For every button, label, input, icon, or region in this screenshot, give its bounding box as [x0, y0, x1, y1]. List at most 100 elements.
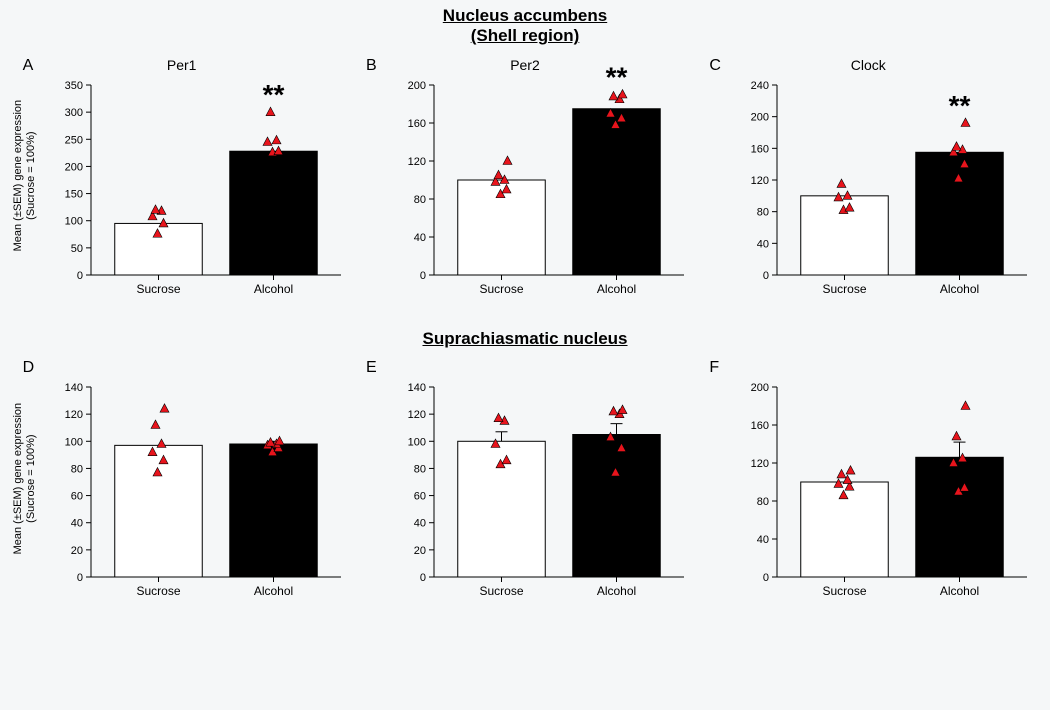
- panel-F: F 04080120160200SucroseAlcohol: [703, 353, 1033, 613]
- ytick-label: 0: [420, 572, 426, 584]
- plot-area: 04080120160200240Sucrose**Alcohol: [773, 81, 1023, 271]
- xtick-label: Sucrose: [479, 584, 523, 598]
- sig-marker: **: [949, 90, 971, 121]
- chart-svg: 050100150200250300350Sucrose**Alcohol: [87, 81, 345, 305]
- ytick-label: 40: [70, 518, 82, 530]
- ytick-label: 120: [64, 409, 82, 421]
- ytick-label: 80: [414, 194, 426, 206]
- chart-svg: 04080120160200240Sucrose**Alcohol: [773, 81, 1031, 305]
- xtick-label: Alcohol: [597, 282, 636, 296]
- data-point: [837, 470, 846, 479]
- data-point: [494, 413, 503, 422]
- plot-area: 04080120160200Sucrose**Alcohol: [430, 81, 680, 271]
- data-point: [846, 466, 855, 475]
- ytick-label: 60: [414, 491, 426, 503]
- ytick-label: 0: [77, 572, 83, 584]
- panel-row-1: A Per1 Mean (±SEM) gene expression(Sucro…: [0, 51, 1050, 311]
- ytick-label: 250: [64, 134, 82, 146]
- panel-letter: E: [366, 359, 377, 377]
- ytick-label: 20: [414, 545, 426, 557]
- bar-alcohol: [229, 444, 317, 577]
- data-point: [151, 205, 160, 214]
- panel-title: Per1: [17, 57, 347, 73]
- xtick-label: Sucrose: [136, 584, 180, 598]
- xtick-label: Sucrose: [823, 282, 867, 296]
- ytick-label: 80: [70, 464, 82, 476]
- ytick-label: 100: [64, 436, 82, 448]
- ytick-label: 160: [751, 420, 769, 432]
- bar-alcohol: [573, 435, 661, 578]
- ytick-label: 0: [420, 270, 426, 282]
- ytick-label: 0: [77, 270, 83, 282]
- data-point: [961, 401, 970, 410]
- panel-B: B Per2 04080120160200Sucrose**Alcohol: [360, 51, 690, 311]
- ytick-label: 50: [70, 243, 82, 255]
- ytick-label: 40: [414, 518, 426, 530]
- xtick-label: Alcohol: [253, 584, 292, 598]
- ytick-label: 80: [757, 206, 769, 218]
- ytick-label: 40: [414, 232, 426, 244]
- ytick-label: 100: [64, 215, 82, 227]
- chart-svg: 020406080100120140SucroseAlcohol: [430, 383, 688, 607]
- panel-letter: D: [23, 359, 35, 377]
- panel-E: E 020406080100120140SucroseAlcohol: [360, 353, 690, 613]
- ytick-label: 120: [751, 175, 769, 187]
- ytick-label: 140: [408, 382, 426, 394]
- data-point: [160, 404, 169, 413]
- data-point: [151, 420, 160, 429]
- ytick-label: 200: [408, 80, 426, 92]
- xtick-label: Sucrose: [823, 584, 867, 598]
- data-point: [503, 156, 512, 165]
- ytick-label: 160: [751, 143, 769, 155]
- ytick-label: 40: [757, 238, 769, 250]
- section1-title: Nucleus accumbens (Shell region): [0, 0, 1050, 47]
- panel-D: D Mean (±SEM) gene expression(Sucrose = …: [17, 353, 347, 613]
- xtick-label: Sucrose: [479, 282, 523, 296]
- section1-title-l1: Nucleus accumbens: [443, 6, 607, 25]
- data-point: [263, 137, 272, 146]
- plot-area: 04080120160200SucroseAlcohol: [773, 383, 1023, 573]
- panel-A: A Per1 Mean (±SEM) gene expression(Sucro…: [17, 51, 347, 311]
- bar-alcohol: [916, 457, 1004, 577]
- panel-title: Clock: [703, 57, 1033, 73]
- bar-alcohol: [229, 151, 317, 275]
- ytick-label: 60: [70, 491, 82, 503]
- section1-title-l2: (Shell region): [471, 26, 580, 45]
- panel-letter: F: [709, 359, 719, 377]
- yaxis-label: Mean (±SEM) gene expression(Sucrose = 10…: [15, 383, 35, 573]
- chart-svg: 04080120160200SucroseAlcohol: [773, 383, 1031, 607]
- data-point: [609, 91, 618, 100]
- bar-sucrose: [114, 446, 202, 578]
- data-point: [159, 218, 168, 227]
- yaxis-label: Mean (±SEM) gene expression(Sucrose = 10…: [15, 81, 35, 271]
- ytick-label: 240: [751, 80, 769, 92]
- data-point: [952, 142, 961, 151]
- data-point: [157, 439, 166, 448]
- section2-title-text: Suprachiasmatic nucleus: [422, 329, 627, 348]
- xtick-label: Alcohol: [253, 282, 292, 296]
- ytick-label: 160: [408, 118, 426, 130]
- ytick-label: 140: [64, 382, 82, 394]
- ytick-label: 120: [408, 409, 426, 421]
- data-point: [837, 179, 846, 188]
- panel-C: C Clock 04080120160200240Sucrose**Alcoho…: [703, 51, 1033, 311]
- ytick-label: 120: [751, 458, 769, 470]
- ytick-label: 150: [64, 188, 82, 200]
- ytick-label: 40: [757, 534, 769, 546]
- data-point: [272, 135, 281, 144]
- ytick-label: 300: [64, 107, 82, 119]
- xtick-label: Sucrose: [136, 282, 180, 296]
- chart-svg: 020406080100120140SucroseAlcohol: [87, 383, 345, 607]
- plot-area: 020406080100120140SucroseAlcohol: [430, 383, 680, 573]
- bar-alcohol: [573, 109, 661, 275]
- ytick-label: 0: [763, 572, 769, 584]
- plot-area: 050100150200250300350Sucrose**Alcohol: [87, 81, 337, 271]
- ytick-label: 20: [70, 545, 82, 557]
- xtick-label: Alcohol: [940, 584, 979, 598]
- xtick-label: Alcohol: [597, 584, 636, 598]
- data-point: [274, 146, 283, 155]
- xtick-label: Alcohol: [940, 282, 979, 296]
- data-point: [843, 191, 852, 200]
- bar-alcohol: [916, 152, 1004, 275]
- ytick-label: 120: [408, 156, 426, 168]
